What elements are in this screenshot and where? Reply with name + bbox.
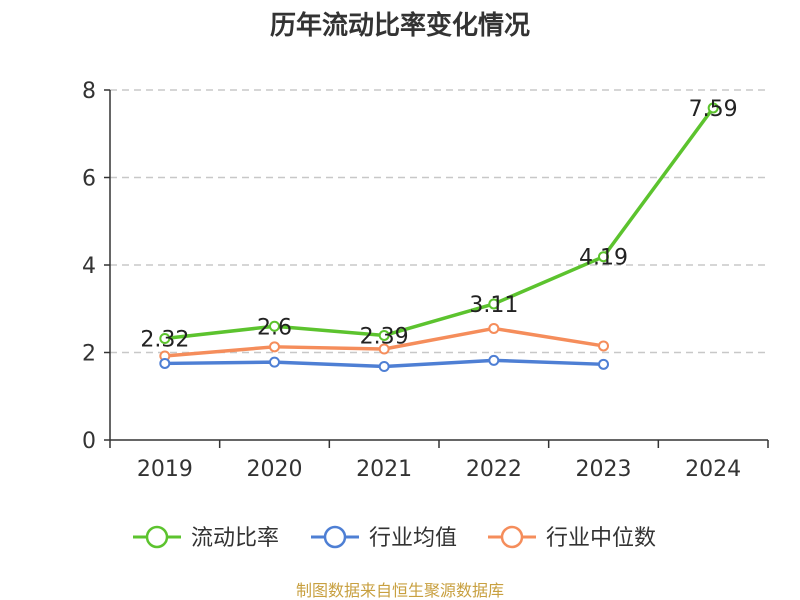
data-point-1-2021 (378, 361, 390, 372)
legend-marker-0 (145, 525, 169, 549)
data-label-2023: 4.19 (579, 246, 628, 271)
data-label-2021: 2.39 (360, 324, 409, 349)
data-point-2-2020 (269, 341, 280, 353)
data-point-0-2021 (378, 329, 390, 341)
legend-label-2: 行业中位数 (546, 526, 656, 551)
data-point-2-2021 (378, 343, 390, 355)
legend-label-0: 流动比率 (191, 526, 279, 551)
y-tick-label: 6 (82, 167, 96, 192)
data-point-1-2019 (159, 357, 171, 369)
legend-marker-1 (323, 525, 347, 549)
data-label-2019: 2.32 (140, 328, 189, 353)
legend-marker-2 (500, 525, 524, 549)
series-line-0 (164, 106, 715, 341)
x-tick-label-2022: 2022 (466, 457, 522, 482)
y-tick-label: 4 (82, 254, 96, 279)
data-point-0-2024 (707, 102, 719, 114)
axes: 0 2 4 6 8 2019 2020 2021 2022 2023 2024 (82, 79, 769, 482)
series-layer (159, 102, 719, 372)
x-tick-label-2023: 2023 (576, 457, 632, 482)
data-point-2-2022 (488, 322, 500, 334)
data-point-0-2023 (598, 251, 609, 263)
data-label-2024: 7.59 (689, 97, 738, 122)
x-tick-label-2021: 2021 (356, 457, 412, 482)
y-tick-label: 0 (82, 429, 96, 454)
data-point-0-2022 (488, 298, 500, 310)
x-tick-label-2019: 2019 (137, 457, 193, 482)
data-point-1-2023 (598, 358, 609, 370)
legend: 流动比率 行业均值 行业中位数 (133, 525, 656, 551)
data-point-0-2019 (159, 333, 171, 344)
data-point-2-2023 (598, 340, 609, 352)
legend-label-1: 行业均值 (369, 526, 457, 551)
y-tick-label: 2 (82, 342, 96, 367)
data-labels: 2.32 2.6 2.39 3.11 4.19 7.59 (140, 97, 737, 353)
data-label-2022: 3.11 (469, 293, 518, 318)
source-note: 制图数据来自恒生聚源数据库 (296, 581, 504, 600)
y-tick-label: 8 (82, 79, 96, 104)
x-tick-label-2024: 2024 (685, 457, 741, 482)
data-point-0-2020 (269, 320, 280, 332)
gridlines (110, 89, 768, 354)
data-point-1-2020 (269, 356, 280, 368)
data-label-2020: 2.6 (257, 315, 292, 340)
data-point-1-2022 (488, 354, 500, 366)
x-tick-label-2020: 2020 (247, 457, 303, 482)
chart-title: 历年流动比率变化情况 (270, 10, 530, 41)
